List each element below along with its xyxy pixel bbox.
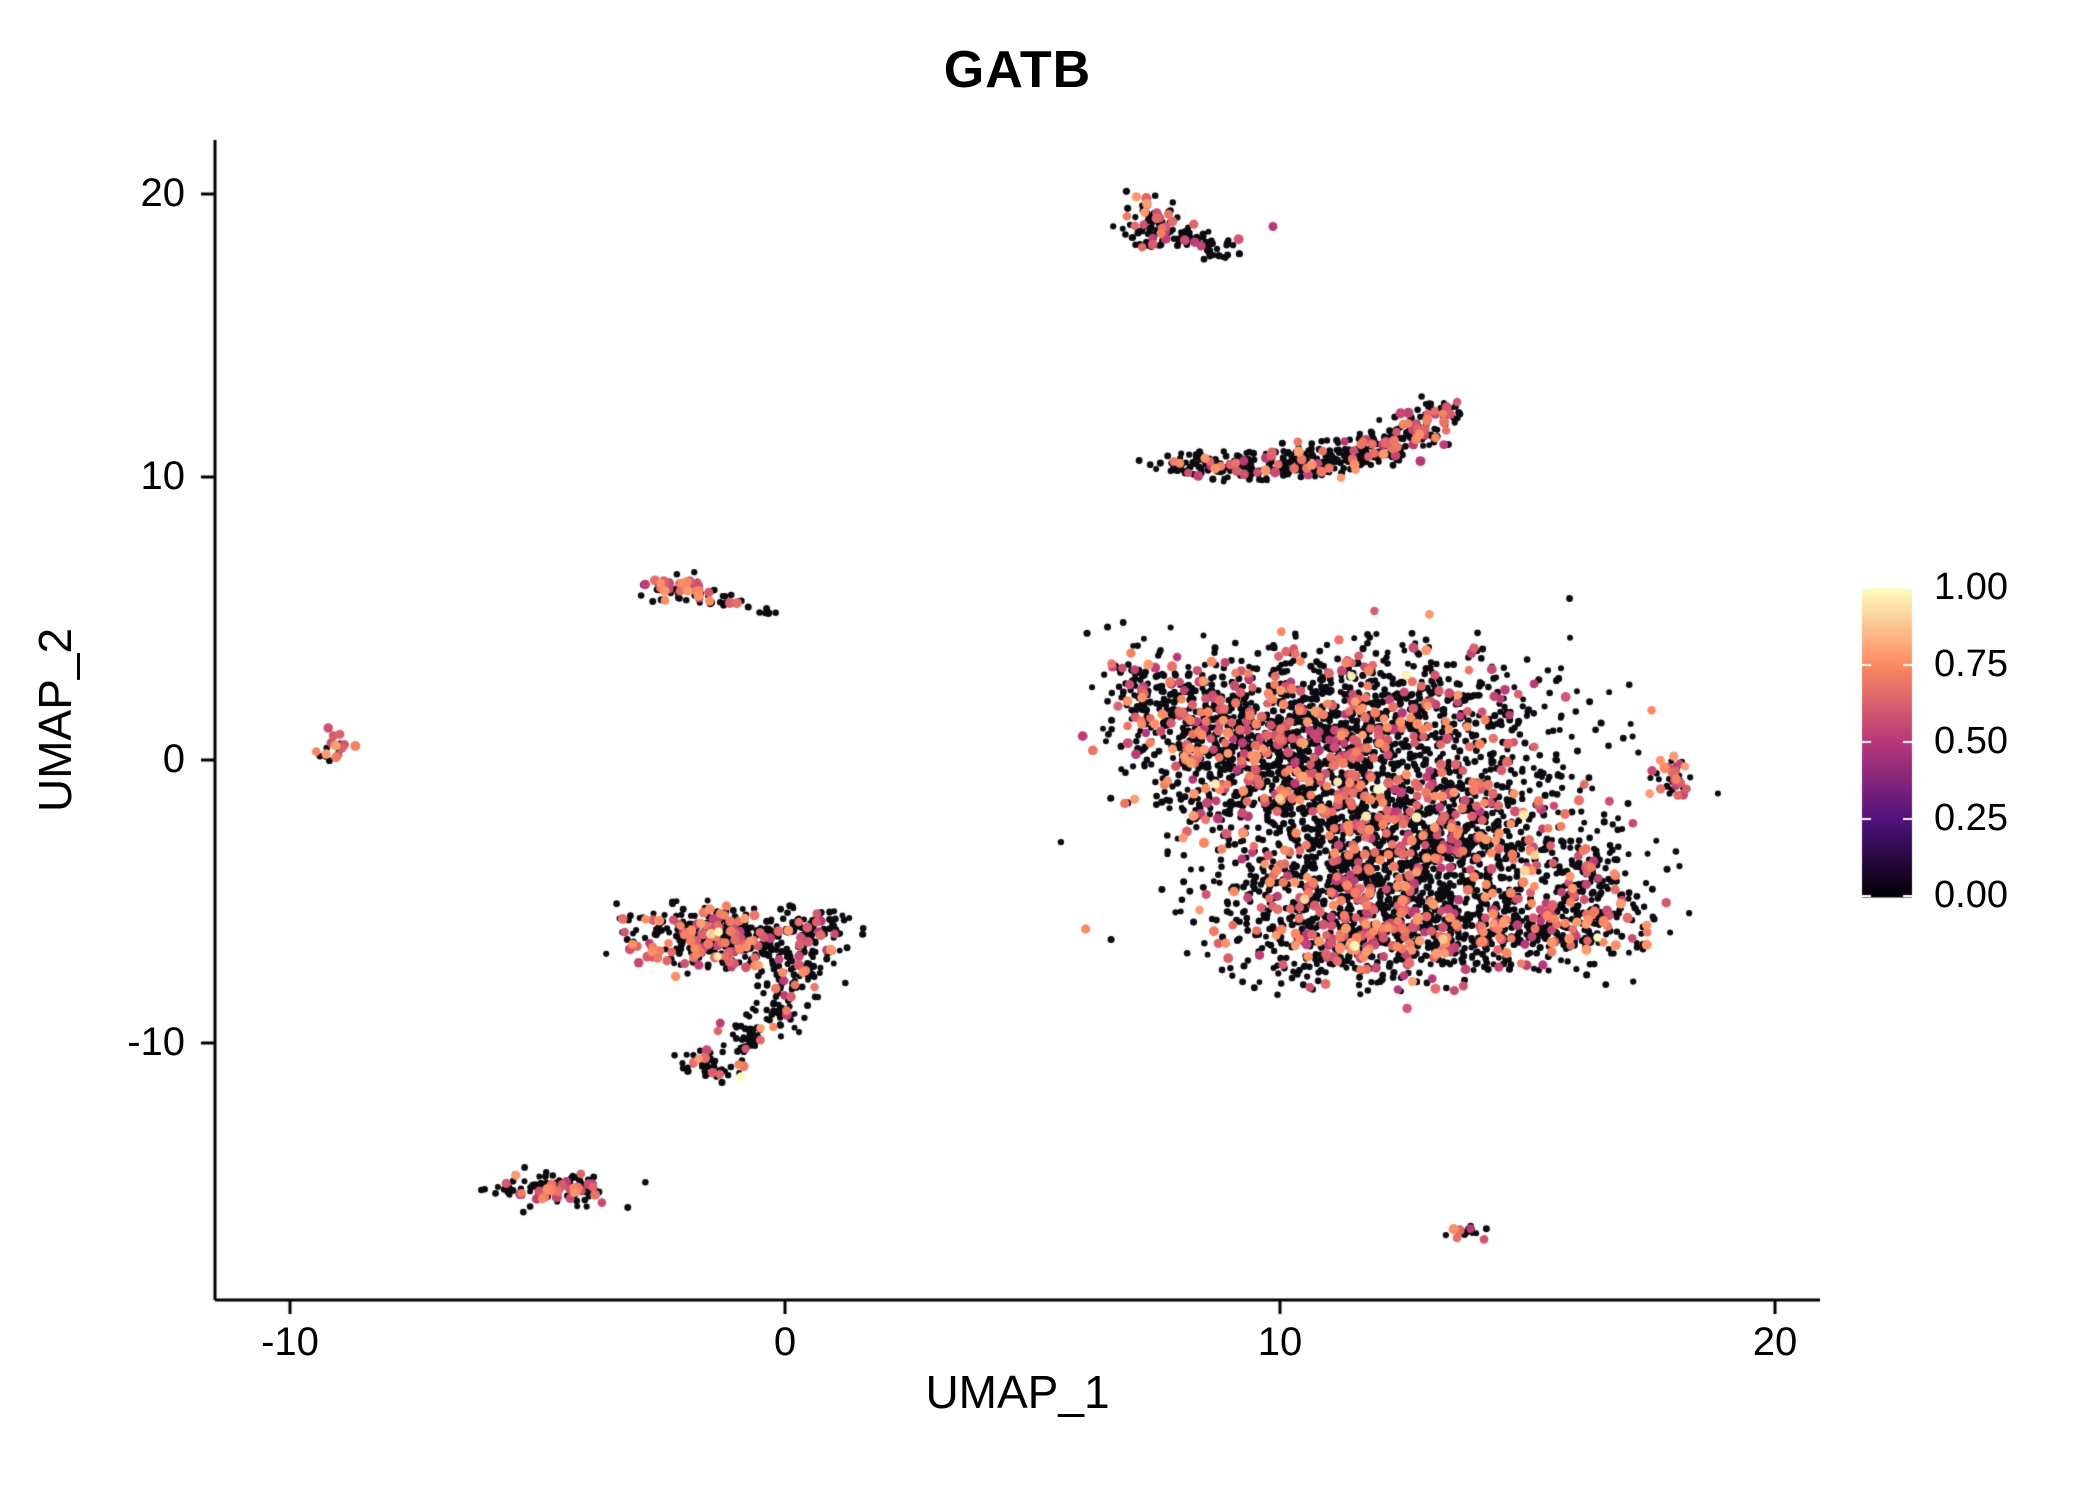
x-tick-label: 20 [1752, 1320, 1798, 1364]
y-tick-label: 10 [140, 454, 186, 498]
y-tick-label: 0 [162, 737, 185, 781]
legend-tick-label: 1.00 [1934, 566, 2008, 608]
legend-tick-label: 0.50 [1934, 720, 2008, 762]
y-tick-label: -10 [127, 1020, 185, 1064]
x-tick-label: 0 [773, 1320, 797, 1364]
y-tick-label: 20 [140, 171, 186, 215]
legend-tick-label: 0.75 [1934, 643, 2008, 685]
y-axis-label: UMAP_2 [29, 627, 81, 813]
x-axis-label: UMAP_1 [925, 1366, 1110, 1418]
x-tick-label: 10 [1257, 1320, 1303, 1364]
legend-tick-label: 0.25 [1934, 797, 2008, 839]
legend-tick-label: 0.00 [1934, 874, 2008, 916]
x-tick-label: -10 [261, 1320, 319, 1364]
plot-title: GATB [943, 41, 1092, 99]
